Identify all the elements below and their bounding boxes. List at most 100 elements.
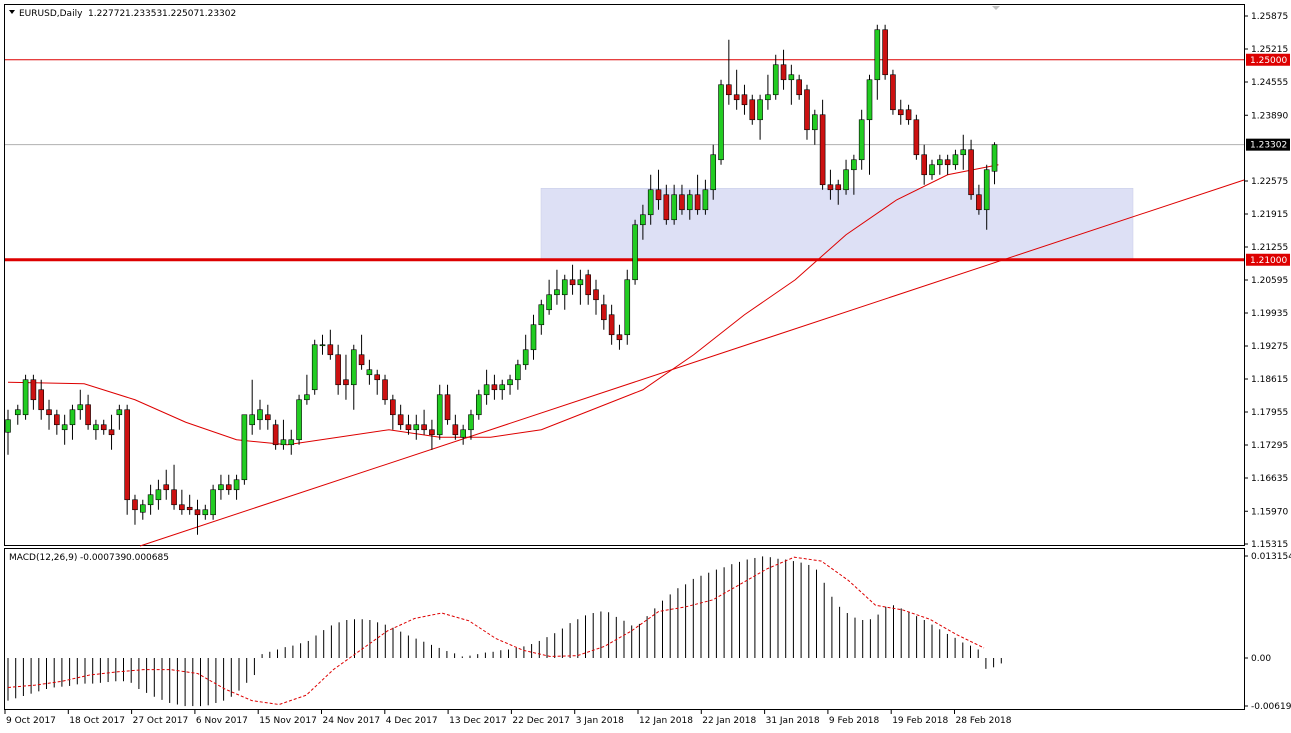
price-tick-label: 1.25875 (1251, 12, 1288, 22)
candle (874, 24, 881, 100)
candle-body (444, 394, 451, 421)
candle-body (280, 439, 287, 446)
candle-body (882, 29, 888, 76)
candle (554, 269, 560, 305)
candle (515, 359, 521, 390)
candle-body (585, 274, 591, 296)
candle-body (897, 109, 904, 116)
candle-body (69, 409, 76, 426)
candle (241, 414, 248, 485)
candle (694, 174, 701, 215)
candle-body (475, 394, 482, 416)
candle-body (937, 159, 943, 166)
candle-body (624, 279, 631, 336)
candle (655, 169, 662, 210)
candle-body (468, 414, 474, 431)
candle (421, 409, 427, 435)
candle (772, 54, 779, 100)
price-tick-label: 1.15315 (1251, 540, 1288, 550)
candle (272, 419, 279, 450)
candle-body (225, 484, 232, 491)
candle (601, 294, 607, 330)
candle-body (780, 64, 787, 81)
candle-body (382, 379, 388, 401)
candle-body (265, 414, 271, 421)
candle (757, 94, 763, 140)
candle-body (304, 394, 310, 401)
candle (100, 419, 107, 435)
candle-body (858, 119, 865, 161)
candle (194, 499, 201, 535)
candle (210, 484, 216, 520)
candle (788, 64, 795, 105)
candle-body (663, 194, 670, 221)
candle (796, 74, 802, 100)
candle-body (718, 84, 724, 161)
candle (483, 369, 490, 405)
candle (897, 99, 904, 125)
candle (93, 419, 99, 440)
candle (46, 399, 52, 430)
candle (374, 369, 381, 395)
date-tick-label: 13 Dec 2017 (449, 716, 507, 726)
candle-body (147, 494, 154, 506)
candle-body (819, 114, 826, 186)
candle (390, 394, 396, 430)
candle-body (452, 424, 459, 436)
candle-body (218, 484, 224, 491)
candle-body (30, 379, 37, 401)
candle-body (249, 414, 255, 426)
horizontal-levels (5, 59, 1244, 262)
candle-body (608, 314, 615, 336)
price-tick-label: 1.21255 (1251, 243, 1288, 253)
price-tick-label: 1.15970 (1251, 507, 1288, 517)
date-tick-label: 15 Nov 2017 (259, 716, 317, 726)
candle (343, 354, 349, 400)
candle-body (632, 224, 638, 281)
candle (335, 344, 341, 395)
candle (468, 409, 474, 440)
macd-header: MACD(12,26,9) -0.000739 0.000685 (9, 553, 169, 563)
candle-body (343, 379, 349, 386)
candle (530, 314, 537, 360)
candle (116, 404, 123, 430)
candle (851, 154, 857, 195)
candle (671, 184, 677, 225)
candle-body (804, 89, 810, 131)
symbol-label: EURUSD,Daily (19, 9, 83, 19)
candle (108, 414, 115, 450)
menu-triangle-icon[interactable] (9, 10, 15, 14)
candle (491, 374, 498, 400)
candle (960, 134, 967, 170)
candle-body (679, 194, 685, 211)
candle-body (319, 344, 326, 347)
candle-body (171, 489, 177, 506)
date-tick-label: 27 Oct 2017 (133, 716, 189, 726)
candle-body (413, 424, 420, 431)
candle-body (491, 384, 498, 391)
candle (77, 389, 84, 420)
candle (983, 164, 990, 230)
candle-body (460, 429, 466, 438)
price-tick-label: 1.16635 (1251, 474, 1288, 484)
candle (280, 419, 287, 450)
candle-body (569, 279, 576, 286)
candle-body (796, 79, 802, 96)
candle (765, 74, 771, 110)
candle (632, 219, 638, 285)
candle-body (163, 484, 170, 491)
candle (640, 204, 646, 240)
candle (85, 394, 91, 430)
macd-tick-label: 0.00 (1251, 654, 1271, 664)
candle-body (921, 154, 927, 176)
candle (311, 339, 318, 395)
candle-body (155, 489, 162, 501)
candle-body (601, 304, 607, 321)
candle-body (702, 189, 709, 211)
candle (507, 374, 513, 395)
candle-body (788, 74, 795, 81)
price-label-box (1246, 53, 1290, 66)
candle-body (139, 504, 146, 513)
candle (546, 279, 552, 315)
